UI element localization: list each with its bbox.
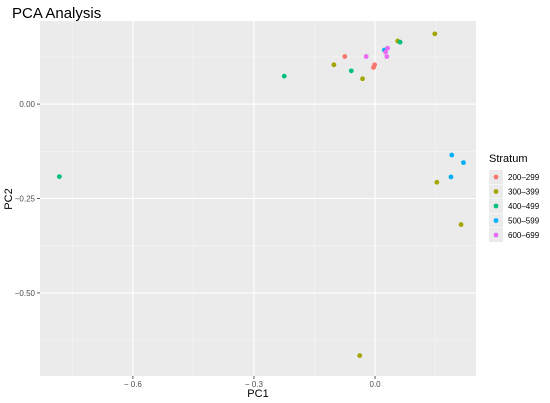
data-point — [281, 73, 287, 79]
y-tick-label: −0.50 — [15, 289, 36, 298]
y-axis-title: PC2 — [3, 188, 15, 209]
legend-label: 200–299 — [508, 173, 540, 182]
x-tick-label: − 0.3 — [245, 380, 264, 389]
grid-layer — [40, 21, 476, 376]
data-point — [360, 76, 365, 82]
data-point — [448, 174, 454, 180]
x-tick-label: − 0.6 — [124, 380, 143, 389]
data-point — [357, 353, 363, 359]
legend-title: Stratum — [489, 153, 528, 165]
legend-label: 500–599 — [508, 217, 540, 226]
y-tick-label: −0.25 — [15, 195, 36, 204]
data-point — [363, 54, 369, 59]
chart-title: PCA Analysis — [12, 5, 101, 22]
legend-label: 300–399 — [508, 188, 540, 197]
data-point — [348, 68, 354, 74]
data-point — [56, 174, 62, 179]
data-point — [384, 54, 390, 59]
data-point — [461, 160, 466, 166]
data-point — [383, 49, 388, 55]
legend-key-marker — [493, 189, 499, 194]
legend-key-marker — [493, 232, 499, 238]
x-axis-title: PC1 — [247, 388, 268, 400]
legend-label: 400–499 — [508, 202, 540, 211]
legend-key-marker — [493, 218, 499, 223]
data-point — [331, 62, 337, 68]
data-point — [397, 39, 403, 45]
legend-key-marker — [493, 174, 499, 180]
legend-key-marker — [493, 203, 499, 209]
points-layer — [56, 31, 466, 359]
data-point — [449, 152, 455, 158]
data-point — [432, 31, 438, 37]
data-point — [342, 54, 348, 59]
data-point — [458, 222, 464, 227]
legend-label: 600–699 — [508, 231, 540, 240]
axis-layer: − 0.6 − 0.3 0.0 0.00 −0.25 −0.50 — [15, 100, 381, 389]
legend: Stratum 200–299 300–399 400–499 500–599 600–… — [489, 153, 540, 242]
y-tick-label: 0.00 — [19, 100, 35, 109]
data-point — [434, 179, 440, 185]
x-tick-label: 0.0 — [370, 380, 382, 389]
data-point — [372, 62, 378, 68]
data-point — [385, 45, 390, 51]
